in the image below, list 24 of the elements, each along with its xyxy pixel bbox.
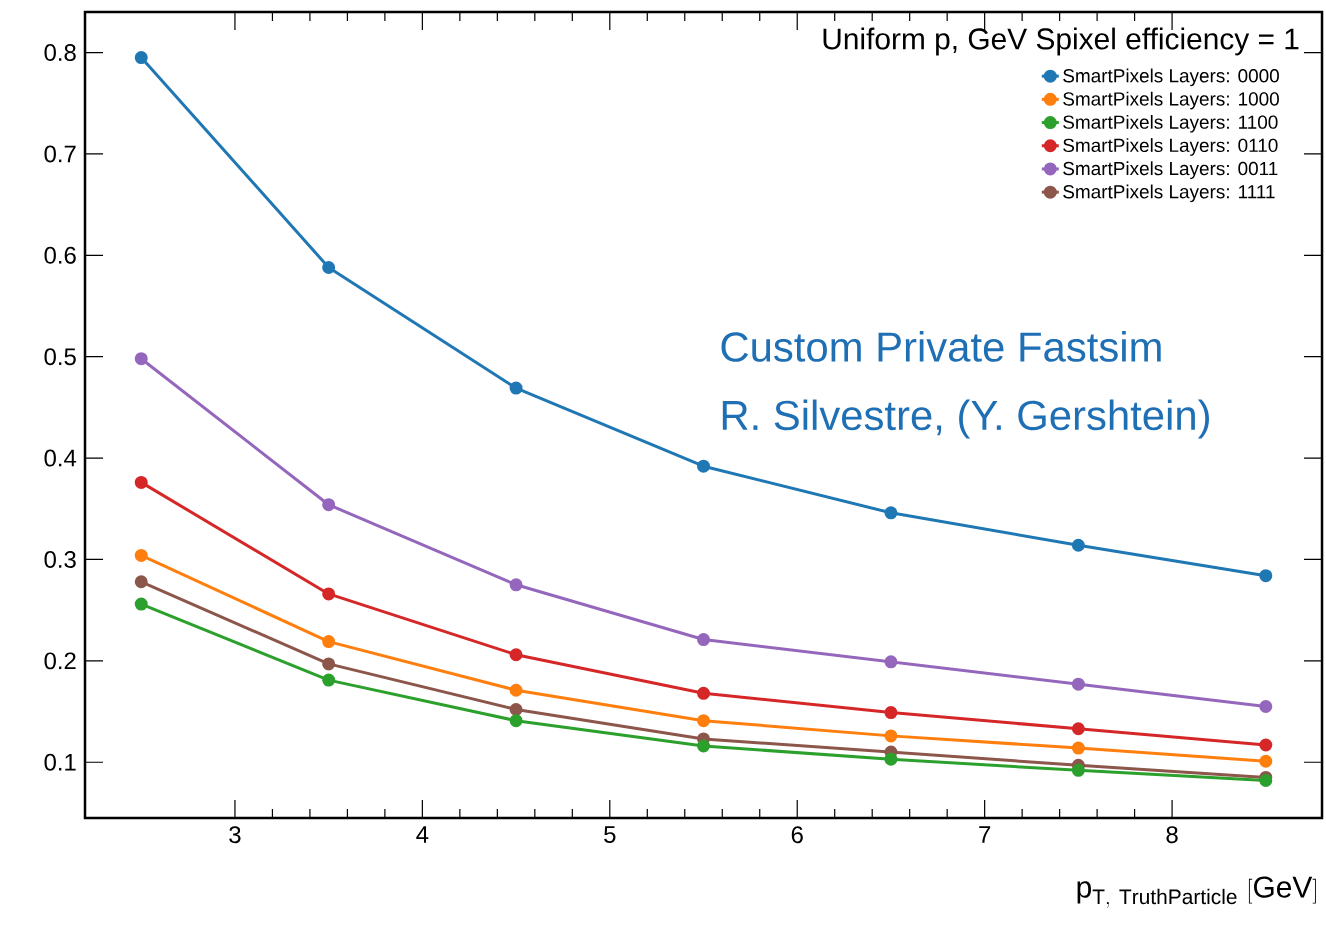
x-tick-label: 5	[604, 826, 616, 843]
x-tick-label: 8	[1166, 826, 1178, 844]
x-tick-label: 4	[416, 826, 429, 843]
y-tick-label: 0.8	[44, 44, 76, 61]
annotation: Custom Private Fastsim	[721, 331, 1161, 362]
legend-label: SmartPixels Layers: 0011	[1063, 161, 1278, 179]
y-tick-label: 0.7	[44, 145, 76, 163]
y-tick-label: 0.4	[44, 449, 77, 467]
legend-label: SmartPixels Layers: 1111	[1063, 184, 1275, 203]
chart-title: Uniform p, GeV Spixel efficiency = 1	[823, 27, 1299, 56]
x-axis-title: $\mathrm{p}_{\mathrm{T,\ TruthParticle}}\ \mathrm{[GeV]}$	[1077, 876, 1316, 908]
y-tick-label: 0.5	[44, 348, 76, 366]
x-tick-label: 3	[229, 826, 241, 844]
legend-label: SmartPixels Layers: 1000	[1063, 91, 1279, 110]
legend-label: SmartPixels Layers: 1100	[1063, 114, 1278, 133]
y-tick-label: 0.6	[44, 246, 76, 264]
legend-label: SmartPixels Layers: 0000	[1063, 68, 1279, 87]
y-tick-label: 0.3	[44, 551, 76, 568]
y-tick-label: 0.2	[44, 652, 76, 670]
x-tick-label: 7	[979, 826, 991, 843]
y-tick-label: 0.1	[44, 753, 76, 771]
annotation: R. Silvestre, (Y. Gershtein)	[722, 399, 1209, 439]
legend-label: SmartPixels Layers: 0110	[1063, 138, 1278, 156]
x-tick-label: 6	[791, 826, 803, 844]
